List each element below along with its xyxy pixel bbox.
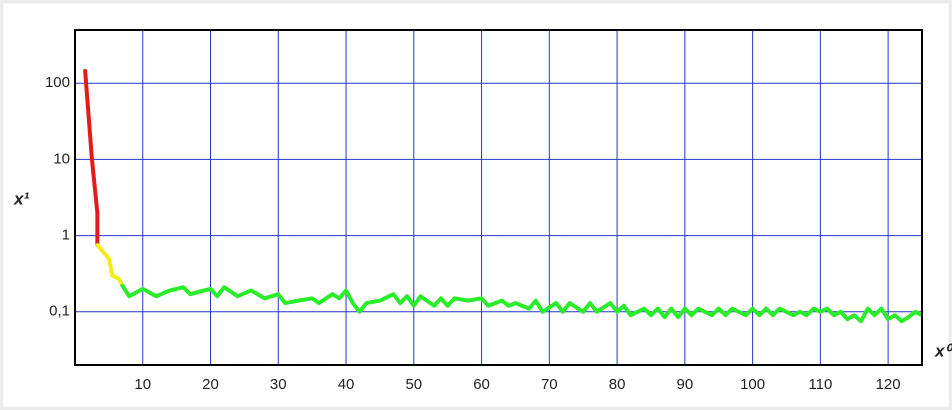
x-tick-label: 110 bbox=[808, 376, 832, 393]
y-tick-label: 10 bbox=[53, 150, 70, 167]
x-tick-label: 20 bbox=[202, 376, 219, 393]
x-tick-label: 60 bbox=[473, 376, 490, 393]
x-tick-label: 70 bbox=[541, 376, 558, 393]
data-line bbox=[120, 283, 922, 324]
x-tick-label: 100 bbox=[740, 376, 765, 393]
x-tick-label: 80 bbox=[609, 376, 626, 393]
data-line bbox=[83, 68, 100, 248]
x-tick-label: 40 bbox=[338, 376, 355, 393]
y-tick-label: 1 bbox=[62, 227, 70, 244]
x-tick-label: 50 bbox=[405, 376, 422, 393]
x-tick-label: 90 bbox=[676, 376, 693, 393]
y-tick-label: 0,1 bbox=[49, 303, 70, 320]
plot-frame bbox=[74, 29, 923, 366]
x-axis-label: x⁰ bbox=[934, 341, 952, 360]
y-tick-label: 100 bbox=[45, 74, 70, 91]
x-tick-label: 30 bbox=[270, 376, 287, 393]
data-line bbox=[95, 243, 125, 288]
y-axis-label: x¹ bbox=[13, 189, 29, 208]
x-tick-label: 120 bbox=[876, 376, 901, 393]
x-tick-label: 10 bbox=[134, 376, 151, 393]
